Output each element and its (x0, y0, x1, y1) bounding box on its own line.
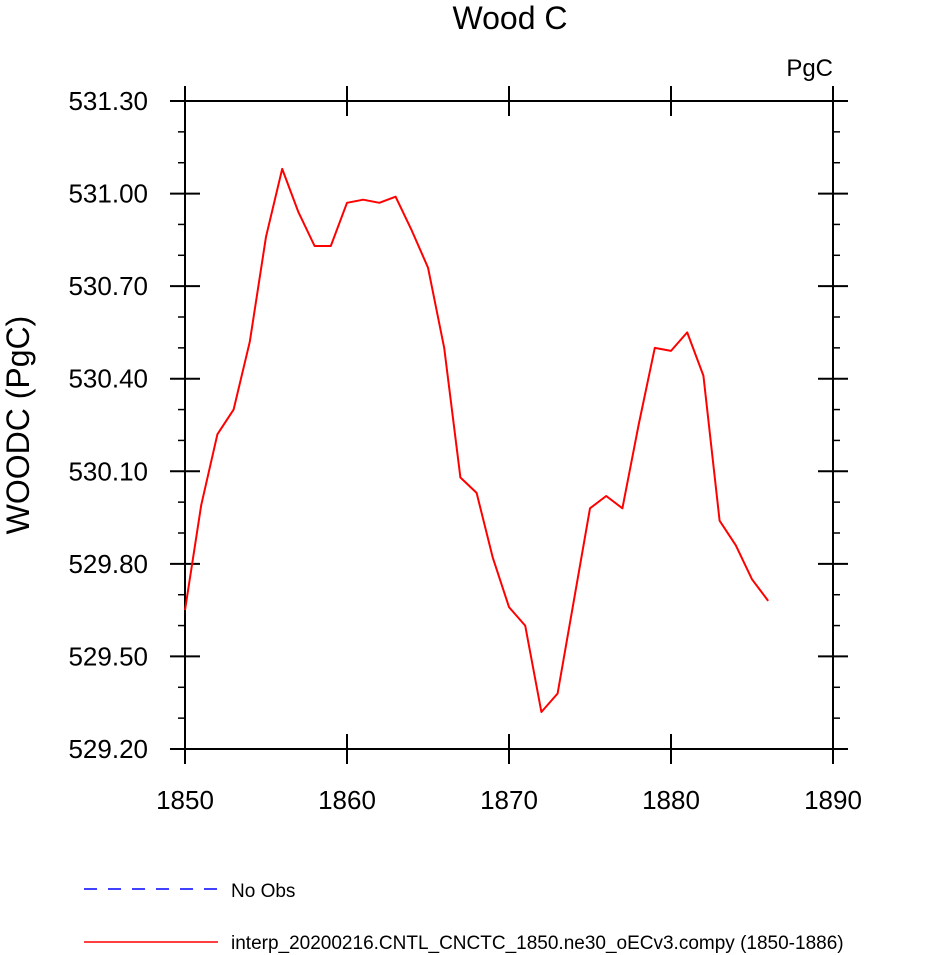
legend: No Obs interp_20200216.CNTL_CNCTC_1850.n… (84, 881, 844, 954)
x-tick-label: 1850 (156, 785, 214, 815)
y-axis-label: WOODC (PgC) (0, 316, 36, 535)
y-tick-label: 529.50 (68, 641, 148, 671)
legend-label-no-obs: No Obs (231, 881, 295, 902)
y-tick-label: 529.20 (68, 734, 148, 764)
y-axis: 529.20 529.50 529.80 530.10 530.40 530.70 531.… (68, 86, 848, 764)
plot-frame (184, 100, 834, 750)
x-tick-label: 1860 (318, 785, 376, 815)
legend-label-model: interp_20200216.CNTL_CNCTC_1850.ne30_oEC… (231, 933, 844, 954)
units-label: PgC (786, 55, 833, 82)
y-tick-label: 531.30 (68, 86, 148, 116)
x-tick-label: 1880 (642, 785, 700, 815)
y-tick-label: 531.00 (68, 179, 148, 209)
y-tick-label: 530.40 (68, 364, 148, 394)
x-tick-label: 1870 (480, 785, 538, 815)
series-layer (184, 167, 770, 713)
chart-title: Wood C (452, 0, 567, 36)
y-tick-label: 530.70 (68, 271, 148, 301)
y-tick-label: 530.10 (68, 456, 148, 486)
x-tick-label: 1890 (804, 785, 862, 815)
y-tick-label: 529.80 (68, 549, 148, 579)
x-axis: 1850 1860 1870 1880 1890 (156, 86, 862, 815)
series-line (184, 167, 770, 713)
